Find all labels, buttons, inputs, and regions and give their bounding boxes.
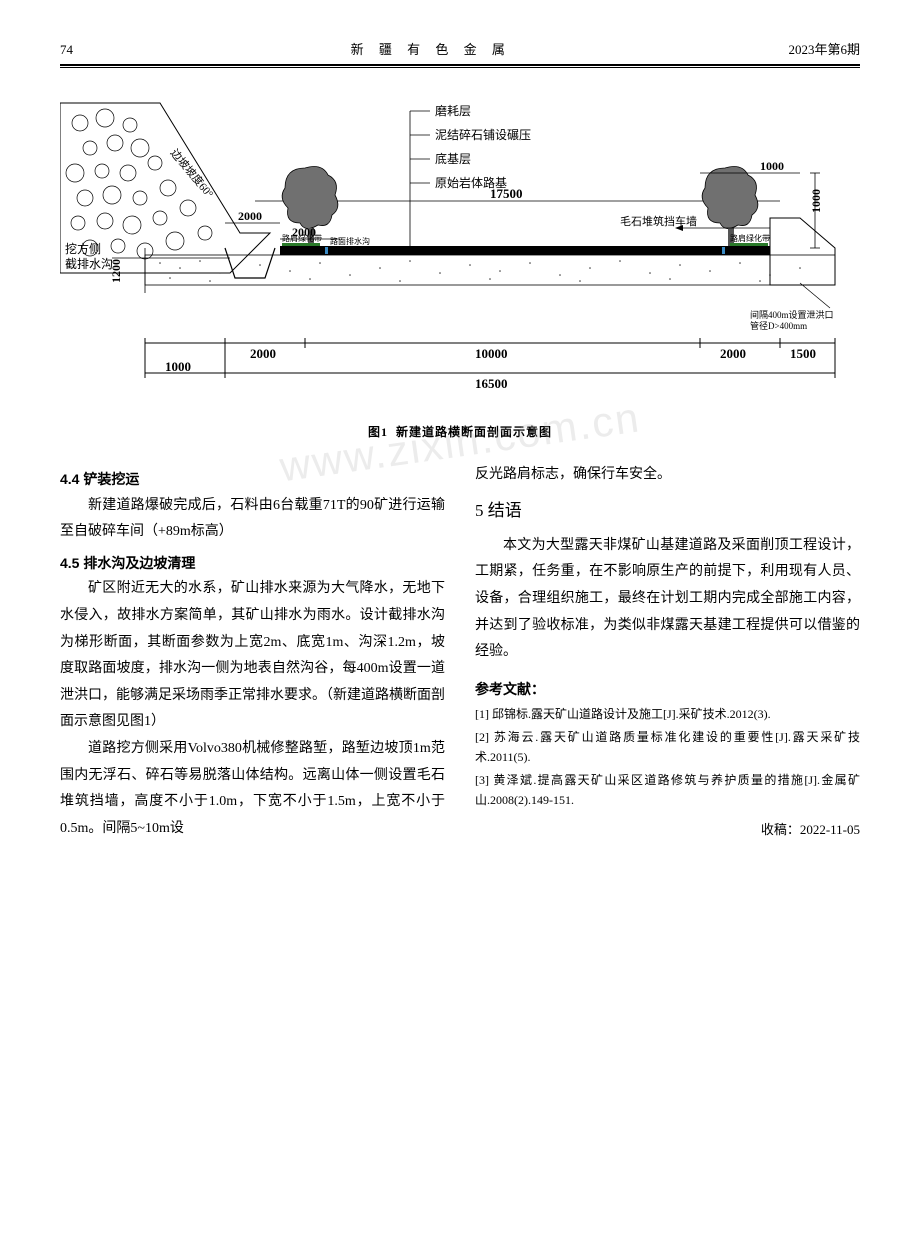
diagram-svg: 边坡坡度60° 磨耗层 泥结碎石铺设碾压 底基层 原始岩体路基 17500 [60, 83, 860, 413]
layer-labels: 磨耗层 泥结碎石铺设碾压 底基层 原始岩体路基 [410, 104, 531, 248]
svg-text:底基层: 底基层 [435, 151, 471, 166]
cross-section-diagram: 边坡坡度60° 磨耗层 泥结碎石铺设碾压 底基层 原始岩体路基 17500 [60, 83, 860, 413]
svg-text:2000: 2000 [250, 346, 276, 361]
sec45-head: 4.5 排水沟及边坡清理 [60, 550, 445, 577]
right-column: 反光路肩标志，确保行车安全。 5 结语 本文为大型露天非煤矿山基建道路及采面削顶… [475, 462, 860, 843]
bottom-dimensions: 2000 1000 10000 2000 1500 16500 [145, 338, 835, 391]
svg-text:17500: 17500 [490, 186, 523, 201]
sec44-p1: 新建道路爆破完成后，石料由6台载重71T的90矿进行运输至自破碎车间（+89m标… [60, 493, 445, 546]
svg-text:路肩绿化带: 路肩绿化带 [282, 233, 322, 243]
svg-text:2000: 2000 [720, 346, 746, 361]
svg-text:1000: 1000 [760, 159, 784, 173]
sec45-p1: 矿区附近无大的水系，矿山排水来源为大气降水，无地下水侵入，故排水方案简单，其矿山… [60, 576, 445, 736]
page-number: 74 [60, 40, 73, 61]
ref-2: [2] 苏海云.露天矿山道路质量标准化建设的重要性[J].露天采矿技术.2011… [475, 727, 860, 768]
svg-text:泥结碎石铺设碾压: 泥结碎石铺设碾压 [435, 127, 531, 142]
received-date: 收稿：2022-11-05 [475, 818, 860, 843]
road-surface [280, 246, 770, 255]
references-head: 参考文献： [475, 676, 860, 703]
sec5-p1: 本文为大型露天非煤矿山基建道路及采面削顶工程设计，工期紧，任务重，在不影响原生产… [475, 533, 860, 666]
svg-text:磨耗层: 磨耗层 [435, 104, 471, 118]
drain-note: 间隔400m设置泄洪口 管径D>400mm [750, 283, 834, 331]
svg-text:16500: 16500 [475, 376, 508, 391]
svg-text:1200: 1200 [109, 259, 123, 283]
figure-caption: 图1 新建道路横断面剖面示意图 [60, 423, 860, 442]
ditch-depth: 1200 [109, 248, 145, 293]
svg-text:1000: 1000 [165, 359, 191, 374]
svg-text:路肩绿化带: 路肩绿化带 [730, 233, 770, 243]
svg-text:毛石堆筑挡车墙: 毛石堆筑挡车墙 [620, 214, 697, 228]
svg-text:路面排水沟: 路面排水沟 [330, 236, 370, 246]
left-column: 4.4 铲装挖运 新建道路爆破完成后，石料由6台载重71T的90矿进行运输至自破… [60, 462, 445, 843]
svg-text:截排水沟: 截排水沟 [65, 257, 113, 271]
issue: 2023年第6期 [788, 40, 860, 61]
page-header: 74 新 疆 有 色 金 属 2023年第6期 [60, 40, 860, 66]
header-divider [60, 67, 860, 68]
sec45-p2: 道路挖方侧采用Volvo380机械修整路堑，路堑边坡顶1m范围内无浮石、碎石等易… [60, 736, 445, 842]
svg-text:间隔400m设置泄洪口: 间隔400m设置泄洪口 [750, 309, 834, 320]
svg-text:2000: 2000 [238, 209, 262, 223]
svg-text:管径D>400mm: 管径D>400mm [750, 320, 807, 331]
ref-3: [3] 黄泽斌.提高露天矿山采区道路修筑与养护质量的措施[J].金属矿山.200… [475, 770, 860, 811]
journal-title: 新 疆 有 色 金 属 [351, 40, 511, 61]
ground-layer [145, 255, 835, 285]
sec5-head: 5 结语 [475, 495, 860, 527]
body-columns: 4.4 铲装挖运 新建道路爆破完成后，石料由6台载重71T的90矿进行运输至自破… [60, 462, 860, 843]
sec44-head: 4.4 铲装挖运 [60, 466, 445, 493]
svg-text:10000: 10000 [475, 346, 508, 361]
svg-text:挖方侧: 挖方侧 [65, 241, 101, 256]
svg-text:1000: 1000 [809, 189, 823, 213]
col2-continuation: 反光路肩标志，确保行车安全。 [475, 462, 860, 489]
ref-1: [1] 邱锦标.露天矿山道路设计及施工[J].采矿技术.2012(3). [475, 704, 860, 724]
svg-text:1500: 1500 [790, 346, 816, 361]
retaining-wall [770, 218, 835, 285]
